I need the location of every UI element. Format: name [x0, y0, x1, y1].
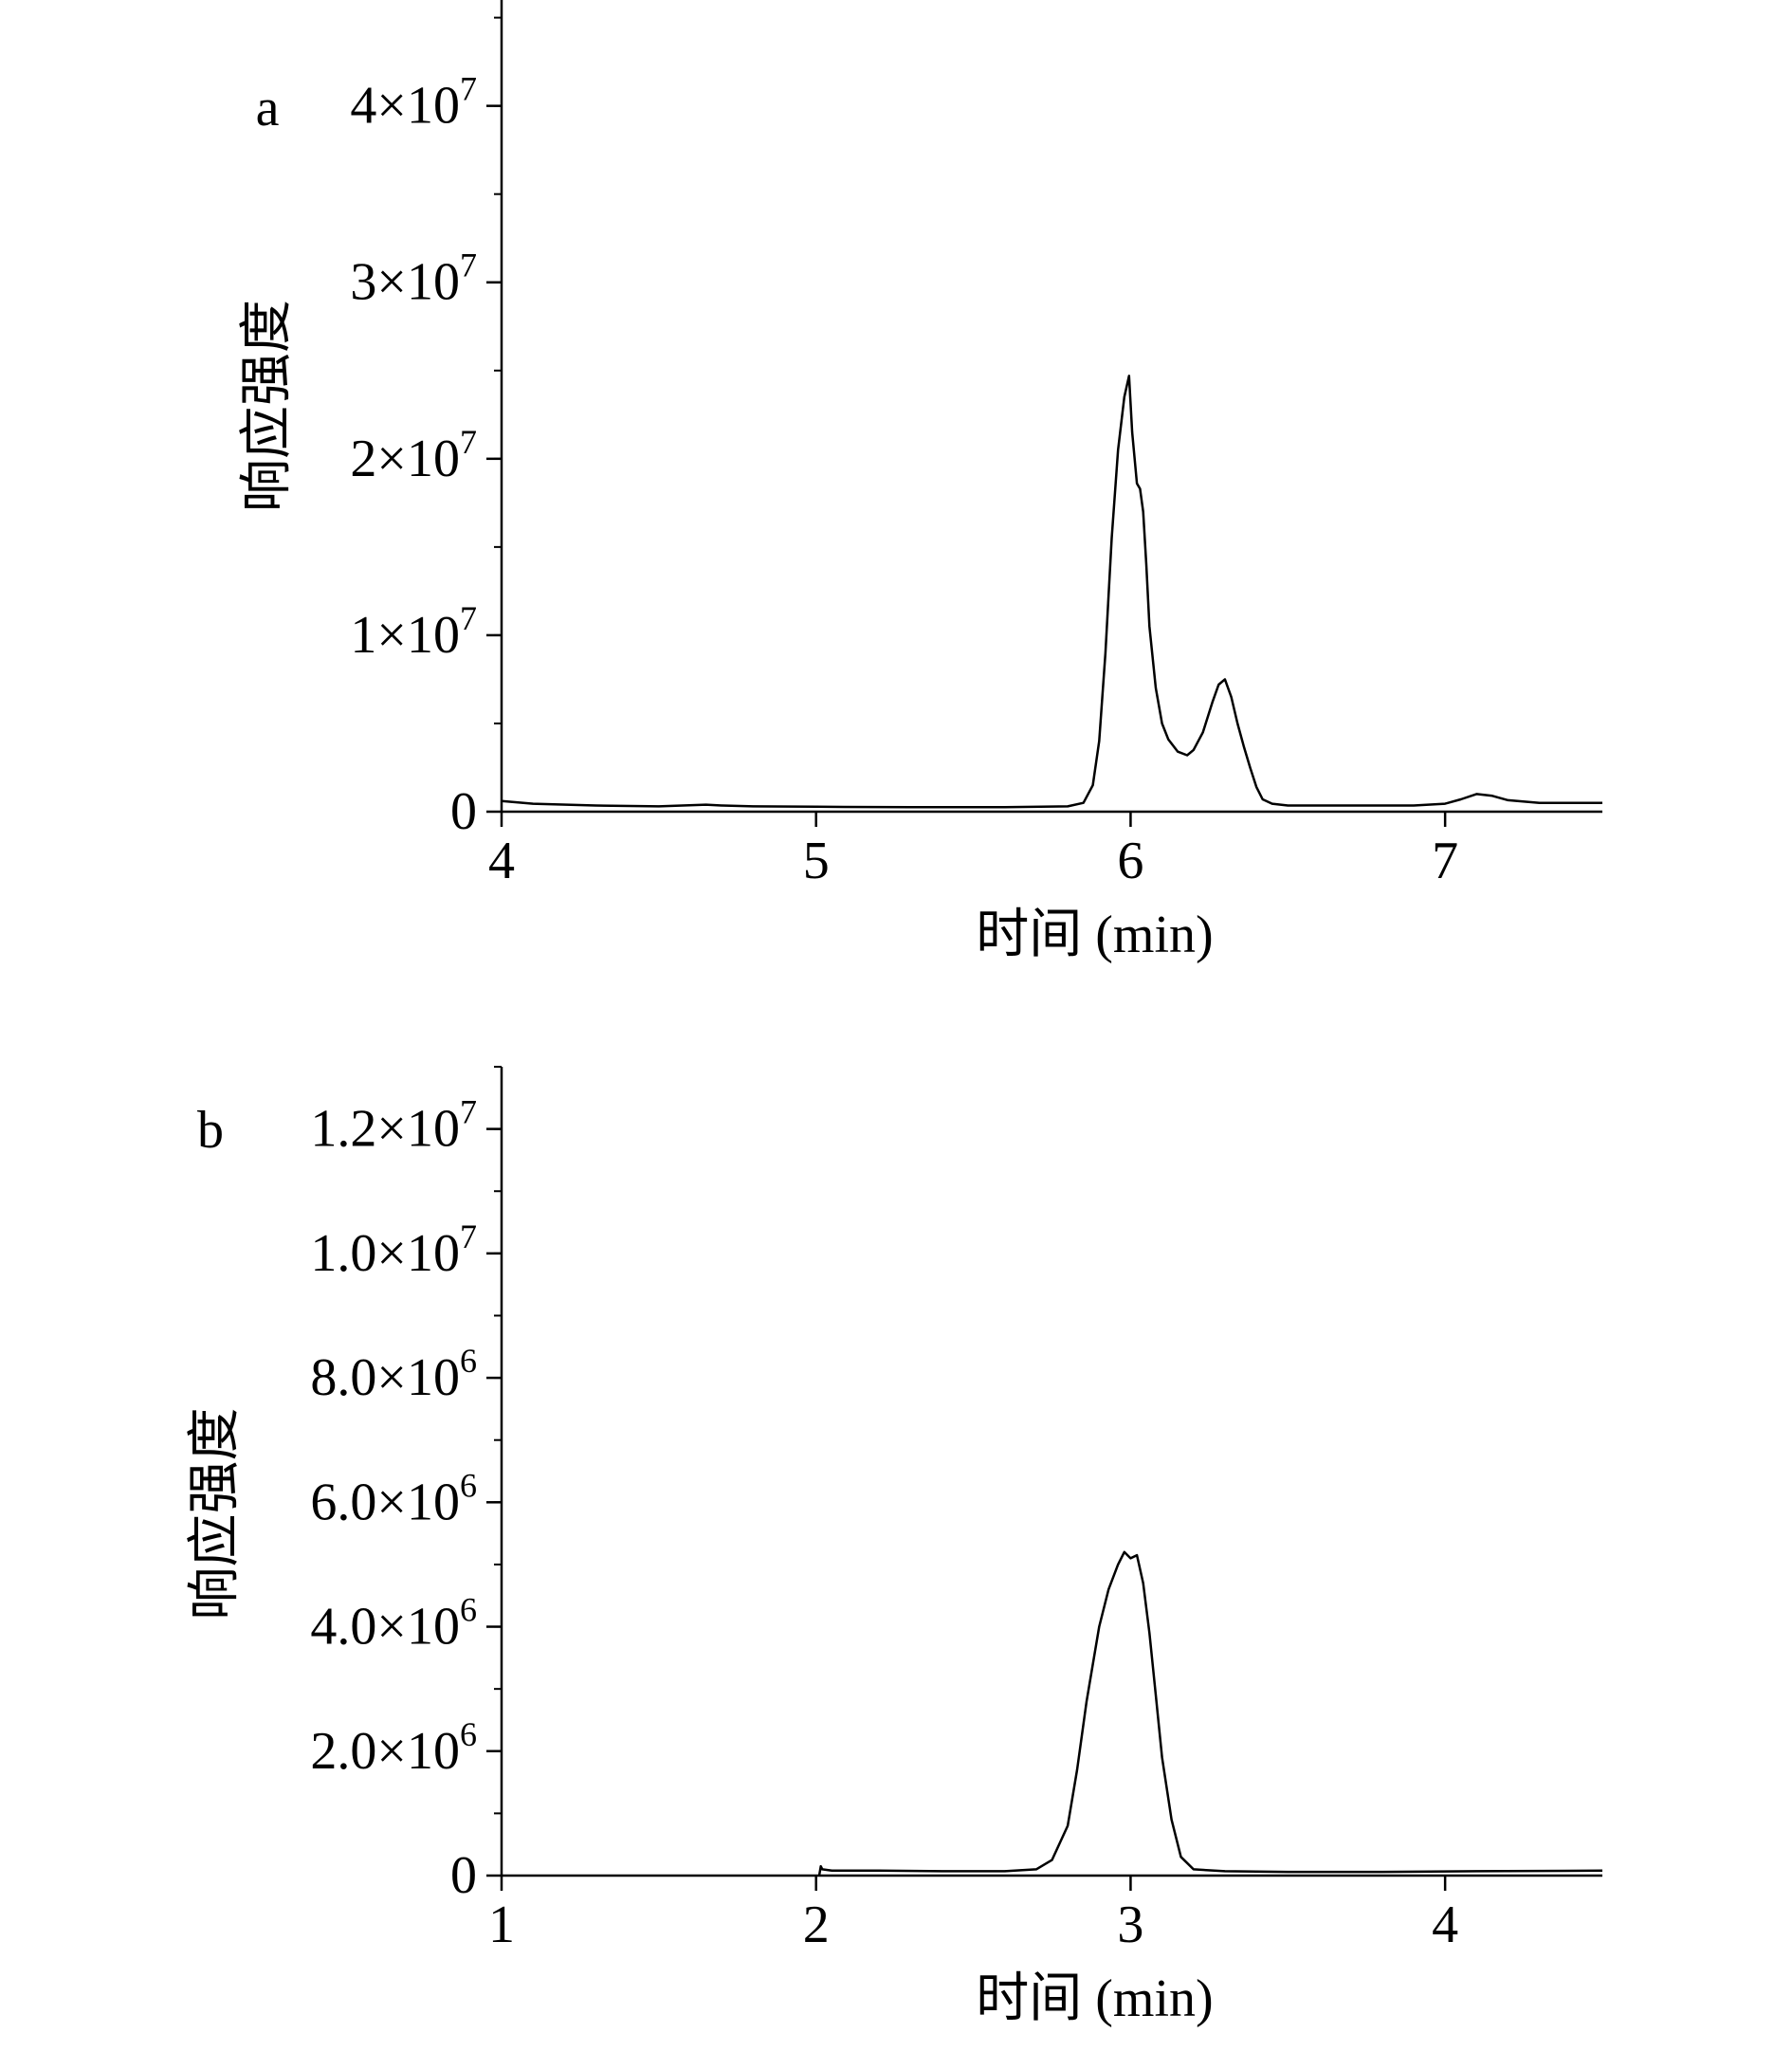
y-tick-label: 0: [450, 782, 477, 841]
y-tick-label: 1×107: [350, 599, 477, 665]
panel-letter: b: [197, 1101, 224, 1160]
y-tick-label: 4×107: [350, 70, 477, 136]
chart-panel-b: 0 2.0×106 4.0×106 6.0×106 8.0×106 1.0×107 1.2×…: [186, 1066, 1603, 2028]
y-tick-label: 4.0×106: [310, 1591, 477, 1657]
panel-letter: a: [256, 79, 280, 137]
series-line: [817, 1550, 1603, 1877]
x-tick-label: 2: [803, 1895, 830, 1954]
y-tick-label: 1.2×107: [310, 1093, 477, 1159]
x-tick-label: 6: [1117, 832, 1143, 890]
y-tick-label: 8.0×106: [310, 1342, 477, 1407]
x-tick-label: 7: [1432, 832, 1458, 890]
y-tick-label: 6.0×106: [310, 1466, 477, 1531]
y-tick-label: 2×107: [350, 423, 477, 488]
y-axis-title: 响应强度: [238, 300, 297, 512]
x-axis-title: 时间 (min): [976, 1969, 1213, 2028]
series-line: [501, 375, 1602, 809]
chart-panel-a: 0 1×107 2×107 3×107 4×107 4 5 6 7 时间 (min) 响应强度 a: [238, 0, 1602, 964]
x-tick-label: 4: [1432, 1895, 1458, 1954]
y-tick-label: 0: [450, 1846, 477, 1905]
y-axis-title: 响应强度: [186, 1408, 245, 1621]
x-tick-label: 4: [488, 832, 515, 890]
x-tick-label: 5: [803, 832, 830, 890]
x-axis-title: 时间 (min): [976, 906, 1213, 964]
y-tick-label: 3×107: [350, 247, 477, 312]
y-tick-label: 1.0×107: [310, 1218, 477, 1283]
y-tick-label: 2.0×106: [310, 1715, 477, 1781]
x-tick-label: 3: [1117, 1895, 1143, 1954]
x-tick-label: 1: [488, 1895, 515, 1954]
